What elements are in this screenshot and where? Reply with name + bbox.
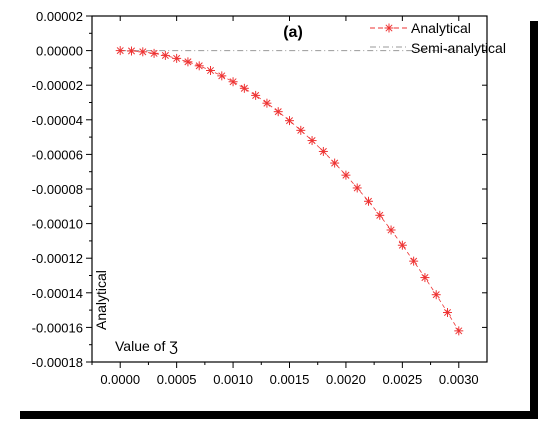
y-tick-label: 0.00002 bbox=[36, 9, 83, 24]
data-point bbox=[251, 90, 261, 100]
legend: Analytical Semi-analytical bbox=[370, 20, 506, 56]
data-point bbox=[454, 326, 464, 336]
chart-title: (a) bbox=[283, 24, 303, 41]
legend-marker-analytical bbox=[384, 23, 394, 33]
y-axis-label: Analytical bbox=[93, 270, 109, 330]
data-point bbox=[397, 240, 407, 250]
data-point bbox=[217, 71, 227, 81]
data-point bbox=[420, 273, 430, 283]
x-tick-label: 0.0015 bbox=[270, 372, 310, 387]
data-point bbox=[384, 23, 394, 33]
data-point bbox=[443, 308, 452, 318]
x-tick-label: 0.0020 bbox=[326, 372, 366, 387]
data-point bbox=[183, 57, 193, 67]
data-point bbox=[341, 170, 351, 180]
x-tick-label: 0.0000 bbox=[100, 372, 140, 387]
data-point bbox=[285, 116, 294, 126]
data-point bbox=[194, 61, 204, 71]
x-axis: 0.0000 0.0005 0.0010 0.0015 0.0020 0.0025 0.00… bbox=[91, 16, 479, 387]
y-tick-label: -0.00004 bbox=[32, 113, 83, 128]
legend-label-semi-analytical: Semi-analytical bbox=[411, 40, 506, 56]
y-tick-label: -0.00010 bbox=[32, 217, 83, 232]
y-tick-label: -0.00008 bbox=[32, 182, 83, 197]
data-point bbox=[386, 225, 396, 235]
y-axis: 0.00002 0.00000 -0.00002 -0.00004 -0.00006 -0… bbox=[32, 9, 487, 370]
data-point bbox=[273, 107, 283, 117]
chart-background bbox=[12, 13, 530, 411]
data-point bbox=[228, 77, 238, 87]
x-tick-label: 0.0025 bbox=[382, 372, 422, 387]
data-point bbox=[239, 83, 249, 93]
y-tick-label: -0.00014 bbox=[32, 286, 83, 301]
data-point bbox=[330, 158, 340, 168]
x-tick-label: 0.0010 bbox=[213, 372, 253, 387]
y-tick-label: -0.00002 bbox=[32, 78, 83, 93]
data-point bbox=[262, 98, 272, 108]
y-tick-label: -0.00018 bbox=[32, 355, 83, 370]
data-point bbox=[409, 256, 419, 266]
data-point bbox=[431, 290, 441, 300]
y-tick-label: -0.00006 bbox=[32, 147, 83, 162]
data-point bbox=[352, 183, 362, 193]
data-point bbox=[318, 146, 328, 156]
x-axis-label: Value of Ʒ bbox=[115, 338, 178, 354]
data-point bbox=[375, 210, 385, 220]
data-point bbox=[160, 50, 170, 60]
data-point bbox=[364, 196, 373, 206]
data-point bbox=[138, 47, 148, 57]
x-tick-label: 0.0005 bbox=[157, 372, 197, 387]
x-tick-label: 0.0030 bbox=[439, 372, 479, 387]
data-point bbox=[172, 53, 182, 63]
y-tick-label: 0.00000 bbox=[36, 44, 83, 59]
data-point bbox=[149, 48, 159, 58]
data-point bbox=[127, 46, 136, 56]
legend-label-analytical: Analytical bbox=[411, 20, 471, 36]
data-point bbox=[307, 136, 317, 146]
y-tick-label: -0.00016 bbox=[32, 320, 83, 335]
data-point bbox=[115, 46, 125, 56]
series-layer bbox=[115, 46, 464, 336]
plot-area: 0.00002 0.00000 -0.00002 -0.00004 -0.00006 -0… bbox=[32, 9, 488, 387]
y-tick-label: -0.00012 bbox=[32, 251, 83, 266]
data-point bbox=[296, 125, 306, 135]
data-point bbox=[206, 65, 215, 75]
